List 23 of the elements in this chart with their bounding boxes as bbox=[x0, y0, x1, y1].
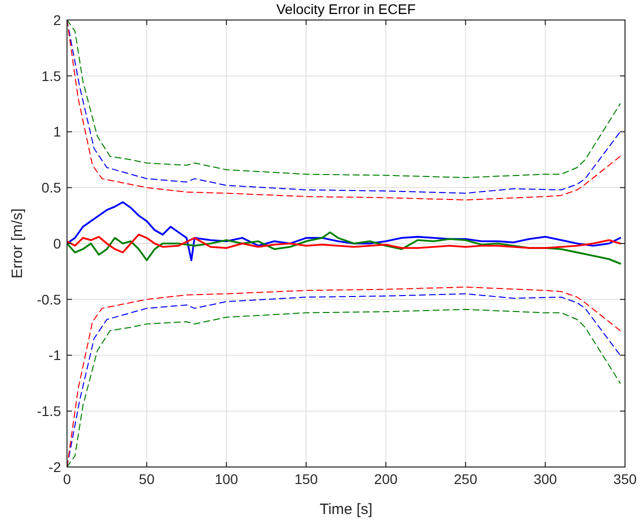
x-tick-label: 150 bbox=[294, 471, 318, 487]
chart-title: Velocity Error in ECEF bbox=[276, 1, 416, 17]
y-tick-label: -1.5 bbox=[36, 403, 62, 420]
line-series bbox=[67, 231, 622, 265]
y-tick-label: -0.5 bbox=[36, 291, 62, 308]
y-axis-title: Error [m/s] bbox=[9, 208, 26, 278]
y-tick-label: -1 bbox=[48, 347, 62, 364]
y-tick-label: 2 bbox=[53, 12, 62, 28]
x-tick-label: 50 bbox=[138, 471, 155, 487]
x-tick-label: 100 bbox=[214, 471, 238, 487]
y-tick-label: 1.5 bbox=[42, 68, 62, 84]
x-tick-label: 0 bbox=[63, 471, 72, 487]
x-tick-label: 200 bbox=[374, 471, 398, 487]
line-series bbox=[67, 234, 622, 254]
x-tick-label: 250 bbox=[454, 471, 478, 487]
x-tick-label: 300 bbox=[534, 471, 558, 487]
y-tick-label: -2 bbox=[48, 458, 62, 475]
line-series bbox=[67, 201, 622, 262]
x-tick-label: 350 bbox=[613, 471, 637, 487]
y-tick-label: 0.5 bbox=[42, 180, 62, 196]
y-tick-label: 1 bbox=[53, 124, 62, 140]
y-tick-label: 0 bbox=[53, 235, 62, 252]
x-axis-title: Time [s] bbox=[320, 501, 372, 518]
